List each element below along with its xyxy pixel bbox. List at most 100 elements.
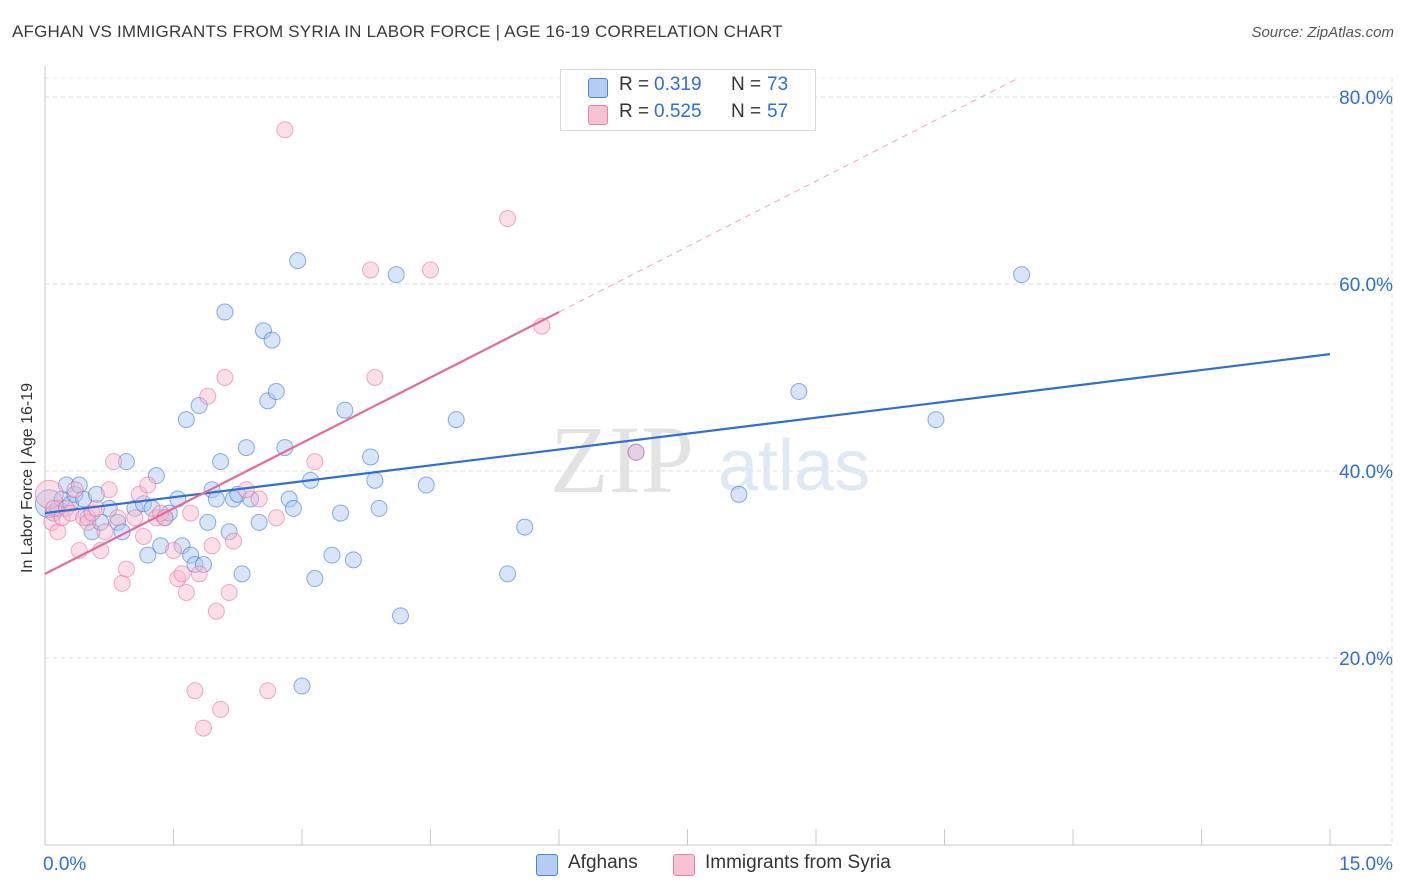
legend-r-value: 0.319 — [654, 74, 702, 95]
syria-point — [49, 523, 67, 541]
afghans-point — [284, 499, 302, 517]
afghans-point — [147, 467, 165, 485]
legend-n-label: N = — [731, 101, 762, 122]
y-tick-label: 80.0% — [1339, 88, 1393, 109]
afghans-point — [293, 677, 311, 695]
x-tick-label: 15.0% — [1339, 854, 1393, 875]
afghans-point — [1013, 266, 1031, 284]
afghans-point — [417, 476, 435, 494]
syria-point — [113, 574, 131, 592]
afghans-point — [242, 490, 260, 508]
syria-point — [220, 584, 238, 602]
y-tick-label: 60.0% — [1339, 275, 1393, 296]
syria-point — [276, 121, 294, 139]
syria-point — [173, 565, 191, 583]
syria-point — [135, 527, 153, 545]
afghans-point — [516, 518, 534, 536]
afghans-point — [289, 252, 307, 270]
afghans-point — [190, 397, 208, 415]
afghans-points — [34, 252, 1031, 695]
y-tick-label: 40.0% — [1339, 462, 1393, 483]
syria-point — [186, 682, 204, 700]
afghans-point — [109, 513, 127, 531]
legend-r-value: 0.525 — [654, 101, 702, 122]
afghans-point — [182, 546, 200, 564]
legend-swatch-syria — [588, 105, 608, 125]
chart-title: AFGHAN VS IMMIGRANTS FROM SYRIA IN LABOR… — [12, 22, 783, 41]
syria-trend-line — [44, 311, 560, 575]
afghans-point — [250, 513, 268, 531]
afghans-point — [263, 331, 281, 349]
afghans-point — [280, 490, 298, 508]
legend-r-label: R = — [619, 101, 650, 122]
syria-point — [190, 565, 208, 583]
syria-point — [499, 210, 517, 228]
afghans-point — [392, 607, 410, 625]
syria-point — [79, 513, 97, 531]
syria-point — [224, 532, 242, 550]
afghans-point — [87, 485, 105, 503]
afghans-point — [927, 411, 945, 429]
afghans-point — [220, 523, 238, 541]
afghans-point — [173, 537, 191, 555]
afghans-point — [169, 490, 187, 508]
afghans-point — [730, 485, 748, 503]
afghans-point — [117, 453, 135, 471]
afghans-point — [362, 448, 380, 466]
syria-point — [96, 523, 114, 541]
syria-point — [165, 541, 182, 559]
afghans-point — [66, 485, 84, 503]
syria-point — [422, 261, 439, 279]
afghans-point — [199, 513, 217, 531]
syria-point — [177, 584, 195, 602]
afghans-point — [233, 565, 251, 583]
afghans-point — [75, 490, 93, 508]
afghans-point — [216, 303, 234, 321]
afghans-point — [447, 411, 465, 429]
afghans-point — [259, 392, 277, 410]
afghans-point — [336, 401, 354, 419]
bottom-legend-swatch-syria — [673, 854, 695, 876]
syria-point — [362, 261, 380, 279]
syria-point — [306, 453, 324, 471]
afghans-point — [152, 537, 170, 555]
syria-point — [100, 481, 118, 499]
bottom-legend-afghans: Afghans — [536, 851, 676, 877]
afghans-point — [323, 546, 341, 564]
bottom-legend-label: Immigrants from Syria — [705, 852, 891, 873]
syria-point — [627, 443, 645, 461]
syria-point — [53, 509, 71, 527]
bottom-legend-label: Afghans — [568, 852, 638, 873]
afghans-point — [126, 499, 144, 517]
afghans-point — [186, 556, 204, 573]
syria-point — [267, 509, 285, 527]
syria-point — [66, 481, 84, 499]
watermark: ZIP atlas — [550, 406, 870, 513]
tick-labels: 20.0% 40.0% 60.0% 80.0% 0.0% 15.0% — [43, 88, 1393, 875]
correlation-legend: R = 0.319 N = 73 R = 0.525 N = 57 — [560, 69, 816, 131]
syria-point — [250, 490, 268, 508]
afghans-point — [499, 565, 517, 583]
syria-point — [182, 504, 200, 522]
afghans-point — [139, 546, 157, 564]
watermark-atlas: atlas — [718, 426, 870, 506]
afghans-point — [332, 504, 350, 522]
syria-point — [366, 369, 384, 386]
legend-n-value: 57 — [767, 101, 789, 122]
afghans-point — [306, 570, 324, 588]
afghans-point — [237, 439, 255, 457]
afghans-point — [267, 383, 285, 401]
legend-r-label: R = — [619, 74, 650, 95]
afghans-point — [177, 411, 195, 429]
syria-point — [43, 513, 61, 531]
bottom-legend-syria: Immigrants from Syria — [673, 851, 933, 877]
watermark-zip: ZIP — [550, 406, 694, 513]
syria-point — [194, 719, 212, 737]
afghans-point — [344, 551, 362, 569]
axes — [44, 66, 1392, 846]
afghans-point — [83, 523, 101, 541]
syria-point — [117, 560, 135, 578]
afghans-point — [92, 513, 110, 531]
syria-point — [126, 509, 144, 527]
afghans-point — [790, 383, 808, 401]
